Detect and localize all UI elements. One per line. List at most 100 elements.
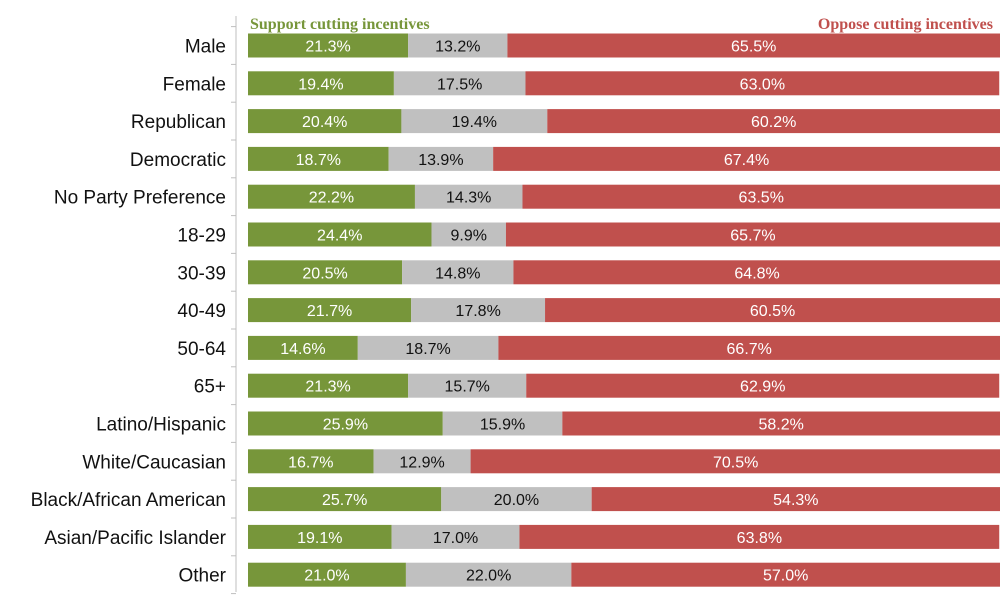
category-label: 50-64 [177, 339, 226, 360]
data-label-neutral: 9.9% [450, 228, 486, 245]
data-label-oppose: 66.7% [727, 341, 772, 358]
category-label: Other [178, 566, 226, 587]
legend-support-label: Support cutting incentives [250, 16, 430, 33]
data-label-oppose: 58.2% [758, 417, 803, 434]
bar-segment-oppose [525, 71, 1000, 96]
data-label-oppose: 57.0% [763, 568, 808, 585]
category-label: 18-29 [177, 226, 226, 247]
bar-segment-support [248, 222, 432, 247]
bar-segment-oppose [562, 411, 1000, 436]
category-label: 30-39 [177, 263, 226, 284]
bar-segment-oppose [505, 222, 1000, 247]
legend-oppose-label: Oppose cutting incentives [818, 16, 993, 33]
data-label-oppose: 64.8% [734, 265, 779, 282]
bar-segment-neutral [388, 146, 494, 171]
bar-segment-oppose [493, 146, 1000, 171]
bar-segment-neutral [441, 487, 592, 512]
bar-segment-oppose [513, 260, 1000, 285]
data-label-support: 19.1% [297, 530, 342, 547]
data-label-neutral: 19.4% [452, 114, 497, 131]
data-label-neutral: 13.9% [418, 152, 463, 169]
data-label-support: 22.2% [309, 190, 354, 207]
bar-segment-neutral [402, 260, 514, 285]
bar-segment-oppose [507, 33, 1000, 58]
bar-segment-oppose [519, 524, 1000, 549]
data-label-support: 20.4% [302, 114, 347, 131]
data-label-support: 25.7% [322, 492, 367, 509]
category-label: Latino/Hispanic [96, 415, 226, 436]
bar-segment-neutral [401, 109, 548, 134]
data-label-neutral: 22.0% [466, 568, 511, 585]
bar-segment-support [248, 71, 394, 96]
bar-segment-support [248, 449, 374, 474]
data-label-support: 21.7% [307, 303, 352, 320]
data-label-support: 21.0% [304, 568, 349, 585]
data-label-neutral: 13.2% [435, 39, 480, 56]
data-label-neutral: 15.7% [445, 379, 490, 396]
bar-segment-oppose [571, 562, 1000, 587]
bar-segment-oppose [545, 298, 1000, 323]
bar-segment-support [248, 411, 443, 436]
data-label-support: 18.7% [296, 152, 341, 169]
data-label-support: 14.6% [280, 341, 325, 358]
bar-segment-neutral [408, 33, 508, 58]
bar-segment-neutral [414, 184, 523, 209]
data-label-oppose: 60.5% [750, 303, 795, 320]
data-label-support: 16.7% [288, 454, 333, 471]
data-label-oppose: 63.0% [740, 76, 785, 93]
data-label-neutral: 14.3% [446, 190, 491, 207]
data-label-neutral: 17.5% [437, 76, 482, 93]
category-axis-ticks [231, 26, 236, 595]
bar-segment-neutral [405, 562, 572, 587]
bar-segment-neutral [357, 335, 499, 360]
data-label-support: 19.4% [298, 76, 343, 93]
data-label-support: 21.3% [305, 39, 350, 56]
bar-segment-neutral [442, 411, 563, 436]
bar-segment-oppose [526, 373, 1000, 398]
data-label-oppose: 65.7% [730, 228, 775, 245]
data-label-oppose: 67.4% [724, 152, 769, 169]
bar-segment-neutral [431, 222, 506, 247]
category-label: No Party Preference [54, 188, 226, 209]
bar-segment-neutral [411, 298, 546, 323]
bars-group: 21.3% 13.2% 65.5% 19.4% 17.5% 63.0% 20.4% 19.4%… [248, 33, 1000, 587]
bar-segment-support [248, 298, 412, 323]
data-label-oppose: 63.8% [737, 530, 782, 547]
bar-segment-support [248, 562, 406, 587]
legend: Support cutting incentives Oppose cuttin… [250, 16, 993, 33]
bar-segment-support [248, 33, 409, 58]
data-label-oppose: 63.5% [739, 190, 784, 207]
bar-segment-oppose [470, 449, 1000, 474]
data-label-support: 21.3% [305, 379, 350, 396]
bar-segment-neutral [408, 373, 527, 398]
bar-segment-oppose [591, 487, 1000, 512]
data-label-neutral: 17.0% [433, 530, 478, 547]
category-labels: Male Female Republican Democratic No Party P… [31, 37, 227, 587]
category-label: 40-49 [177, 301, 226, 322]
data-label-oppose: 62.9% [740, 379, 785, 396]
data-label-support: 20.5% [302, 265, 347, 282]
bar-segment-support [248, 260, 403, 285]
category-label: Female [163, 74, 226, 95]
data-label-oppose: 70.5% [713, 454, 758, 471]
bar-segment-oppose [547, 109, 1000, 134]
category-label: White/Caucasian [82, 452, 226, 473]
category-label: Asian/Pacific Islander [44, 528, 226, 549]
data-label-oppose: 60.2% [751, 114, 796, 131]
data-label-neutral: 20.0% [494, 492, 539, 509]
category-label: 65+ [194, 377, 226, 398]
bar-segment-support [248, 335, 358, 360]
bar-segment-neutral [393, 71, 526, 96]
bar-segment-support [248, 184, 415, 209]
bar-segment-oppose [498, 335, 1000, 360]
bar-segment-neutral [373, 449, 471, 474]
bar-segment-support [248, 487, 442, 512]
category-label: Republican [131, 112, 226, 133]
data-label-oppose: 54.3% [773, 492, 818, 509]
category-label: Male [185, 37, 226, 58]
data-label-neutral: 18.7% [405, 341, 450, 358]
category-label: Black/African American [31, 490, 226, 511]
bar-segment-support [248, 524, 392, 549]
data-label-neutral: 14.8% [435, 265, 480, 282]
